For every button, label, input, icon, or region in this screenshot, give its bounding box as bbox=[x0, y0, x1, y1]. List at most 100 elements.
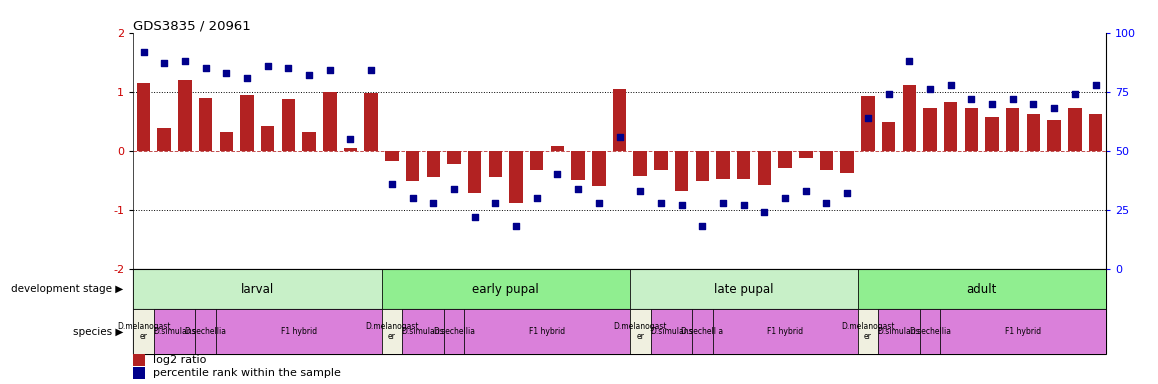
Bar bbox=[858, 269, 1106, 309]
Bar bbox=[985, 116, 999, 151]
Text: early pupal: early pupal bbox=[472, 283, 540, 296]
Text: late pupal: late pupal bbox=[714, 283, 774, 296]
Point bbox=[983, 101, 1002, 107]
Point bbox=[858, 114, 877, 121]
Bar bbox=[1048, 120, 1061, 151]
Bar bbox=[757, 151, 771, 185]
Bar bbox=[154, 309, 196, 354]
Text: species ▶: species ▶ bbox=[73, 327, 124, 337]
Bar bbox=[862, 96, 874, 151]
Bar bbox=[468, 151, 482, 193]
Bar bbox=[133, 269, 381, 309]
Point bbox=[382, 181, 401, 187]
Bar bbox=[923, 108, 937, 151]
Bar bbox=[530, 151, 543, 170]
Bar bbox=[1027, 114, 1040, 151]
Bar bbox=[489, 151, 503, 177]
Bar bbox=[196, 309, 215, 354]
Bar bbox=[717, 151, 730, 179]
Point bbox=[713, 200, 732, 206]
Point bbox=[1024, 101, 1042, 107]
Bar bbox=[675, 151, 688, 191]
Point bbox=[548, 171, 566, 177]
Bar bbox=[215, 309, 381, 354]
Bar bbox=[199, 98, 212, 151]
Bar bbox=[302, 132, 316, 151]
Point bbox=[755, 209, 774, 215]
Point bbox=[1086, 81, 1105, 88]
Point bbox=[673, 202, 691, 208]
Point bbox=[776, 195, 794, 201]
Bar bbox=[630, 309, 651, 354]
Point bbox=[528, 195, 547, 201]
Point bbox=[197, 65, 215, 71]
Point bbox=[1004, 96, 1023, 102]
Point bbox=[734, 202, 753, 208]
Text: D.melanogast
er: D.melanogast er bbox=[841, 322, 895, 341]
Point bbox=[838, 190, 857, 196]
Point bbox=[300, 72, 318, 78]
Bar bbox=[878, 309, 919, 354]
Point bbox=[692, 223, 711, 229]
Bar bbox=[799, 151, 813, 158]
Bar bbox=[1006, 108, 1019, 151]
Bar bbox=[630, 269, 858, 309]
Bar bbox=[654, 151, 668, 170]
Bar bbox=[1089, 114, 1102, 151]
Bar bbox=[381, 309, 402, 354]
Bar bbox=[778, 151, 792, 169]
Text: D.simulans: D.simulans bbox=[878, 327, 921, 336]
Point bbox=[797, 188, 815, 194]
Point bbox=[507, 223, 526, 229]
Bar bbox=[551, 146, 564, 151]
Text: D.simulans: D.simulans bbox=[153, 327, 196, 336]
Bar bbox=[137, 83, 151, 151]
Text: D.sechellia: D.sechellia bbox=[909, 327, 951, 336]
Point bbox=[134, 48, 153, 55]
Point bbox=[424, 200, 442, 206]
Point bbox=[486, 200, 505, 206]
Bar bbox=[1068, 108, 1082, 151]
Text: D.sechellia: D.sechellia bbox=[433, 327, 475, 336]
Bar bbox=[902, 84, 916, 151]
Point bbox=[362, 67, 381, 73]
Point bbox=[237, 74, 256, 81]
Bar bbox=[712, 309, 858, 354]
Point bbox=[403, 195, 422, 201]
Point bbox=[155, 60, 174, 66]
Bar bbox=[344, 148, 357, 151]
Point bbox=[818, 200, 836, 206]
Bar bbox=[858, 309, 878, 354]
Bar bbox=[919, 309, 940, 354]
Bar bbox=[447, 151, 461, 164]
Bar bbox=[571, 151, 585, 180]
Point bbox=[941, 81, 960, 88]
Bar bbox=[940, 309, 1106, 354]
Point bbox=[569, 185, 587, 192]
Text: adult: adult bbox=[967, 283, 997, 296]
Point bbox=[879, 91, 897, 97]
Bar bbox=[133, 309, 154, 354]
Bar bbox=[323, 92, 337, 151]
Bar bbox=[692, 309, 712, 354]
Point bbox=[321, 67, 339, 73]
Bar bbox=[633, 151, 647, 175]
Bar bbox=[444, 309, 464, 354]
Bar bbox=[613, 89, 626, 151]
Point bbox=[1065, 91, 1084, 97]
Text: F1 hybrid: F1 hybrid bbox=[1005, 327, 1041, 336]
Text: larval: larval bbox=[241, 283, 274, 296]
Point bbox=[631, 188, 650, 194]
Bar bbox=[157, 128, 171, 151]
Text: D.sechell a: D.sechell a bbox=[681, 327, 724, 336]
Bar bbox=[510, 151, 522, 203]
Bar bbox=[820, 151, 834, 170]
Point bbox=[589, 200, 608, 206]
Point bbox=[258, 63, 277, 69]
Bar bbox=[240, 94, 254, 151]
Bar bbox=[261, 126, 274, 151]
Text: log2 ratio: log2 ratio bbox=[153, 355, 206, 365]
Bar bbox=[944, 102, 958, 151]
Bar bbox=[381, 269, 630, 309]
Bar bbox=[882, 122, 895, 151]
